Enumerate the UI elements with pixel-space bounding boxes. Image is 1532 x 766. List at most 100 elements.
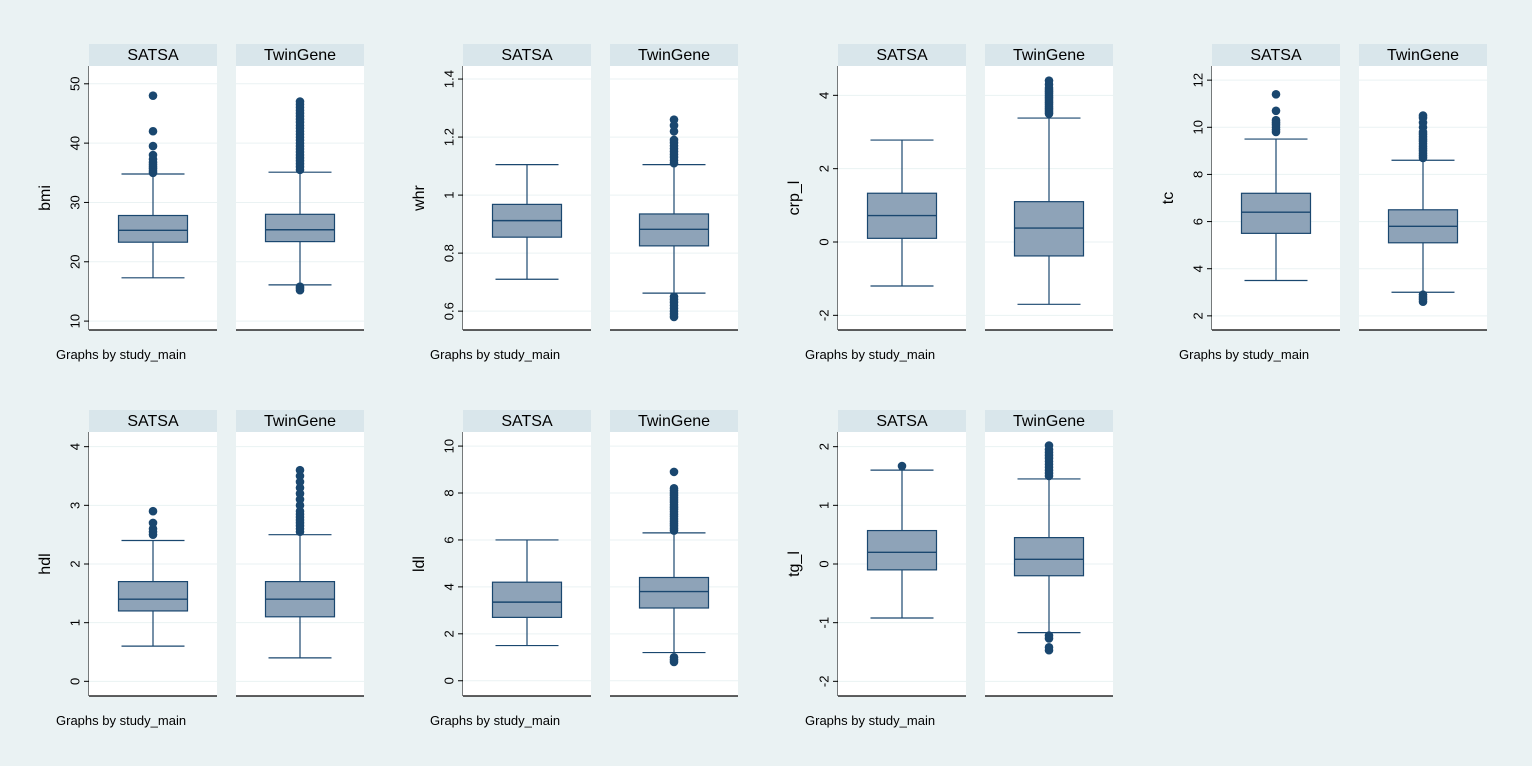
y-tick-label: 2	[441, 630, 456, 637]
panel-satsa: SATSA	[463, 410, 591, 697]
panel-twingene: TwinGene	[1359, 44, 1487, 331]
outlier-point	[669, 484, 679, 493]
outlier-point	[148, 91, 158, 100]
box-iqr	[117, 580, 189, 612]
box-iqr	[866, 529, 938, 571]
panel-twingene: TwinGene	[985, 44, 1113, 331]
graphs-by-note: Graphs by study_main	[805, 347, 935, 362]
y-tick-label: 8	[441, 489, 456, 496]
panel-strip	[89, 44, 217, 66]
y-tick-label: 0	[816, 238, 831, 245]
y-tick-label: 0	[67, 678, 82, 685]
outlier-point	[1418, 290, 1428, 299]
y-tick-label: 2	[67, 560, 82, 567]
y-tick-label: 8	[1190, 171, 1205, 178]
panel-strip-label: TwinGene	[1013, 47, 1085, 64]
y-tick-label: 10	[1190, 120, 1205, 134]
y-axis-title: hdl	[37, 553, 54, 574]
box-iqr	[1240, 192, 1312, 234]
y-tick-label: 4	[816, 92, 831, 99]
y-tick-label: 20	[67, 255, 82, 269]
y-tick-label: 10	[441, 439, 456, 453]
outlier-point	[148, 518, 158, 528]
outlier-point	[1044, 441, 1054, 450]
y-tick-label: 0	[441, 677, 456, 684]
y-tick-label: 1	[67, 619, 82, 626]
graphs-by-note: Graphs by study_main	[430, 347, 560, 362]
y-tick-label: -1	[816, 617, 831, 629]
chart-crp_l: crp_l -2 0 2 4 SATSA TwinGene Graphs by study_m…	[786, 44, 1113, 362]
panel-strip-label: SATSA	[501, 47, 553, 64]
panel-satsa: SATSA	[838, 410, 966, 697]
graphs-by-note: Graphs by study_main	[56, 713, 186, 728]
panel-satsa: SATSA	[89, 410, 217, 697]
panel-strip-label: SATSA	[501, 413, 553, 430]
outlier-point	[148, 150, 158, 160]
panel-strip-label: SATSA	[876, 413, 928, 430]
y-tick-label: -2	[816, 310, 831, 322]
y-tick-label: 40	[67, 136, 82, 150]
panel-strip-label: SATSA	[127, 47, 179, 64]
y-tick-label: 6	[1190, 218, 1205, 225]
chart-bmi: bmi 10 20 30 40 50 SATSA TwinGene Graphs by stud…	[37, 44, 364, 362]
box-iqr	[638, 576, 710, 609]
y-tick-label: 0	[816, 560, 831, 567]
chart-tg_l: tg_l -2 -1 0 1 2 SATSA TwinGene Graphs by study_…	[786, 410, 1113, 728]
panel-strip-label: TwinGene	[1013, 413, 1085, 430]
panel-satsa: SATSA	[1212, 44, 1340, 331]
outlier-point	[897, 461, 907, 471]
panel-strip	[610, 44, 738, 66]
y-tick-label: 4	[67, 443, 82, 450]
box-iqr	[1013, 536, 1085, 577]
outlier-point	[1271, 106, 1281, 116]
panel-strip-label: TwinGene	[638, 413, 710, 430]
chart-whr: whr 0.6 0.8 1 1.2 1.4 SATSA TwinGene Graphs by s…	[411, 44, 738, 362]
panel-strip-label: SATSA	[127, 413, 179, 430]
y-axis-title: whr	[411, 184, 428, 211]
graphs-by-note: Graphs by study_main	[805, 713, 935, 728]
y-tick-label: 30	[67, 195, 82, 209]
outlier-point	[669, 115, 679, 124]
y-tick-label: 0.8	[441, 244, 456, 262]
box-iqr	[117, 214, 189, 243]
y-tick-label: 6	[441, 536, 456, 543]
panel-strip-label: TwinGene	[1387, 47, 1459, 64]
y-tick-label: 3	[67, 502, 82, 509]
y-axis-title: bmi	[37, 185, 54, 211]
panel-strip	[89, 410, 217, 432]
outlier-point	[1271, 89, 1281, 99]
y-tick-label: 1	[441, 191, 456, 198]
panel-strip	[236, 410, 364, 432]
y-tick-label: -2	[816, 676, 831, 688]
panel-twingene: TwinGene	[610, 410, 738, 697]
panel-strip	[463, 410, 591, 432]
outlier-point	[148, 506, 158, 516]
outlier-point	[295, 97, 305, 106]
panel-strip	[463, 44, 591, 66]
y-tick-label: 2	[1190, 312, 1205, 319]
panel-strip-label: SATSA	[876, 47, 928, 64]
panel-strip	[838, 410, 966, 432]
box-iqr	[1013, 201, 1085, 257]
y-tick-label: 12	[1190, 73, 1205, 87]
y-tick-label: 4	[1190, 265, 1205, 272]
panel-strip	[1212, 44, 1340, 66]
outlier-point	[148, 141, 158, 151]
y-tick-label: 4	[441, 583, 456, 590]
box-iqr	[491, 581, 563, 618]
outlier-point	[1044, 76, 1054, 85]
chart-ldl: ldl 0 2 4 6 8 10 SATSA TwinGene Graphs by study_m…	[411, 410, 738, 728]
y-axis-title: crp_l	[786, 181, 803, 216]
chart-hdl: hdl 0 1 2 3 4 SATSA TwinGene Graphs by study_mai…	[37, 410, 364, 728]
outlier-point	[669, 652, 679, 662]
panel-strip-label: TwinGene	[638, 47, 710, 64]
panel-strip	[1359, 44, 1487, 66]
chart-tc: tc 2 4 6 8 10 12 SATSA TwinGene Graphs by study_m…	[1160, 44, 1487, 362]
outlier-point	[295, 282, 305, 291]
y-tick-label: 10	[67, 314, 82, 328]
panel-satsa: SATSA	[89, 44, 217, 331]
y-tick-label: 2	[816, 165, 831, 172]
y-tick-label: 1	[816, 502, 831, 509]
panel-strip-label: TwinGene	[264, 47, 336, 64]
